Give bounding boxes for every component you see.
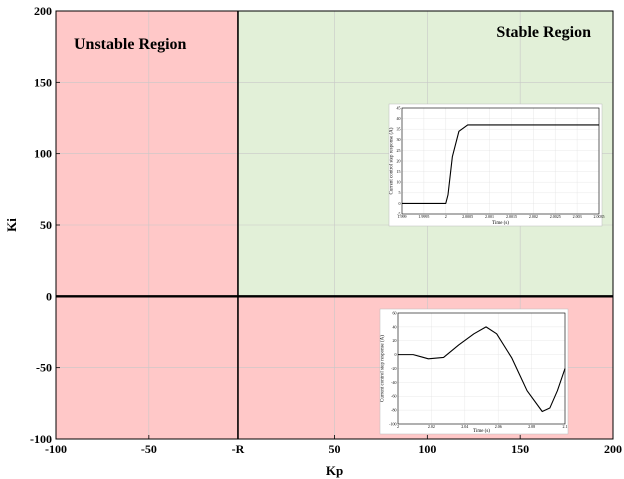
inset-x-axis-label: Time (s) (492, 221, 509, 226)
inset-y-tick-label: -40 (391, 380, 396, 385)
y-tick-label: -50 (36, 361, 52, 375)
inset-y-axis-label: Current control step response (A) (390, 127, 395, 194)
inset-y-tick-label: -80 (391, 408, 396, 413)
inset-y-tick-label: 5 (399, 190, 401, 195)
inset-y-tick-label: 0 (399, 201, 401, 206)
x-tick-label: -50 (141, 442, 157, 456)
inset-frame (401, 107, 600, 215)
x-tick-label: 150 (511, 442, 529, 456)
inset-x-tick-label: 2.0005 (462, 214, 473, 219)
inset-x-tick-label: 2 (445, 214, 447, 219)
unstable-region-label: Unstable Region (74, 36, 187, 53)
x-axis-label: Kp (326, 463, 343, 478)
inset-background (388, 103, 603, 227)
inset-y-tick-label: 20 (397, 158, 401, 163)
inset-y-tick-label: 15 (397, 169, 401, 174)
x-tick-label: -100 (45, 442, 67, 456)
inset-x-tick-label: 1.999 (398, 214, 407, 219)
inset-x-tick-label: 2 (397, 424, 399, 429)
inset-y-tick-label: 35 (397, 127, 401, 132)
inset-x-tick-label: 2.001 (485, 214, 494, 219)
y-tick-label: 150 (34, 75, 52, 89)
inset-y-tick-label: -5 (397, 211, 400, 216)
inset-y-tick-label: 40 (393, 324, 397, 329)
inset-y-tick-label: 10 (397, 180, 401, 185)
inset-x-tick-label: 2.08 (528, 424, 535, 429)
x-tick-label: 50 (329, 442, 341, 456)
inset-y-tick-label: 40 (397, 116, 401, 121)
y-tick-labels: -100 -50 0 50 100 150 200 (30, 4, 60, 446)
inset-x-tick-label: 2.003 (573, 214, 582, 219)
inset-series-line (398, 326, 566, 413)
y-tick-label: 100 (34, 147, 52, 161)
stable-region-label: Stable Region (496, 24, 591, 41)
inset-x-axis-label: Time (s) (473, 429, 490, 434)
inset-background (379, 308, 569, 435)
inset-y-tick-label: -60 (391, 394, 396, 399)
inset-x-tick-label: 2.02 (428, 424, 435, 429)
inset-x-tick-label: 1.9995 (418, 214, 429, 219)
inset-y-tick-label: -20 (391, 366, 396, 371)
inset-y-tick-label: 0 (395, 352, 397, 357)
inset-y-tick-label: 25 (397, 148, 401, 153)
y-tick-label: 200 (34, 4, 52, 18)
y-axis-label: Ki (4, 218, 19, 232)
inset-y-tick-label: 30 (397, 137, 401, 142)
boundary-lines (56, 11, 613, 439)
x-tick-label: 200 (604, 442, 622, 456)
inset-y-tick-label: 45 (397, 105, 401, 110)
inset-x-tick-label: 2.0035 (594, 214, 605, 219)
inset-unstable-step-response: 2 2.02 2.04 2.06 2.08 2.1 -100 -80 -60 -40 -20 0 20 4… (379, 308, 569, 435)
x-tick-label: -R (232, 442, 245, 456)
inset-x-tick-label: 2.0025 (550, 214, 561, 219)
y-tick-label: 50 (40, 218, 52, 232)
inset-x-tick-label: 2.0015 (506, 214, 517, 219)
inset-y-tick-label: 20 (393, 338, 397, 343)
inset-stable-step-response: 1.999 1.9995 2 2.0005 2.001 2.0015 2.002 2.0025… (388, 103, 605, 227)
inset-x-tick-label: 2.06 (495, 424, 502, 429)
y-tick-label: -100 (30, 432, 52, 446)
inset-x-tick-label: 2.002 (529, 214, 538, 219)
x-tick-labels: -100 -50 -R 50 100 150 200 (45, 435, 622, 456)
inset-y-tick-label: 60 (393, 310, 397, 315)
inset-x-tick-label: 2.04 (461, 424, 468, 429)
y-tick-label: 0 (46, 289, 52, 303)
inset-x-tick-label: 2.1 (563, 424, 568, 429)
x-tick-label: 100 (418, 442, 436, 456)
inset-series-line (402, 124, 599, 204)
inset-y-axis-label: Current control step response (A) (381, 335, 386, 402)
insets-layer: 1.999 1.9995 2 2.0005 2.001 2.0015 2.002 2.0025… (379, 103, 605, 435)
inset-y-tick-label: -100 (389, 421, 396, 426)
